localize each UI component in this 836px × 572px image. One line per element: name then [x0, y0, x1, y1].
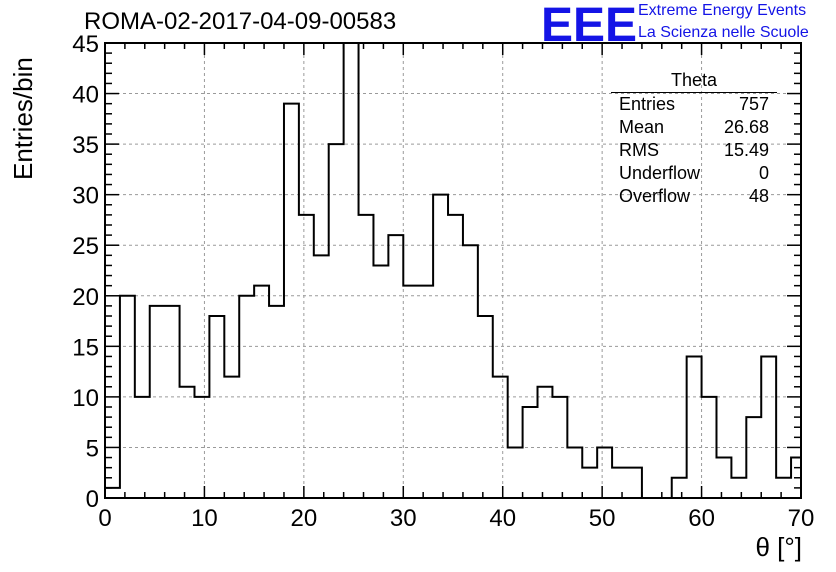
stats-label: Entries — [619, 94, 676, 114]
y-tick-label: 20 — [72, 284, 99, 311]
y-tick-label: 25 — [72, 233, 99, 260]
stats-row-mean: Mean 26.68 — [611, 116, 777, 139]
stats-row-rms: RMS 15.49 — [611, 139, 777, 162]
y-tick-label: 40 — [72, 82, 99, 109]
y-tick-label: 0 — [86, 486, 99, 513]
y-tick-label: 45 — [72, 31, 99, 58]
x-tick-label: 70 — [788, 505, 815, 532]
stats-label: Mean — [619, 117, 665, 137]
x-tick-label: 60 — [688, 505, 715, 532]
stats-label: RMS — [619, 140, 659, 160]
x-tick-label: 20 — [291, 505, 318, 532]
stats-value: 26.68 — [723, 117, 769, 137]
logo-line2: La Scienza nelle Scuole — [638, 24, 809, 41]
stats-value: 0 — [758, 163, 769, 183]
x-axis-label: θ [°] — [755, 532, 802, 562]
stats-box: Theta Entries 757 Mean 26.68 RMS 15.49 U… — [611, 70, 777, 208]
x-tick-label: 0 — [98, 505, 111, 532]
y-tick-label: 30 — [72, 183, 99, 210]
x-tick-label: 40 — [489, 505, 516, 532]
logo-line1: Extreme Energy Events — [638, 2, 807, 19]
stats-label: Overflow — [619, 186, 691, 206]
stats-row-overflow: Overflow 48 — [611, 185, 777, 208]
stats-title: Theta — [611, 70, 777, 93]
stats-row-underflow: Underflow 0 — [611, 162, 777, 185]
y-axis-label: Entries/bin — [8, 57, 38, 180]
y-tick-label: 15 — [72, 334, 99, 361]
y-tick-label: 35 — [72, 132, 99, 159]
logo-mark: EEE — [541, 0, 638, 52]
x-tick-label: 50 — [589, 505, 616, 532]
y-tick-label: 5 — [86, 435, 99, 462]
stats-value: 48 — [748, 186, 769, 206]
x-tick-label: 10 — [191, 505, 218, 532]
y-tick-label: 10 — [72, 385, 99, 412]
x-tick-label: 30 — [390, 505, 417, 532]
stats-row-entries: Entries 757 — [611, 93, 777, 116]
plot-frame — [104, 42, 802, 499]
chart-title: ROMA-02-2017-04-09-00583 — [84, 8, 397, 35]
stats-value: 15.49 — [723, 140, 769, 160]
histogram-series — [104, 42, 801, 499]
stats-label: Underflow — [619, 163, 701, 183]
stats-value: 757 — [738, 94, 769, 114]
